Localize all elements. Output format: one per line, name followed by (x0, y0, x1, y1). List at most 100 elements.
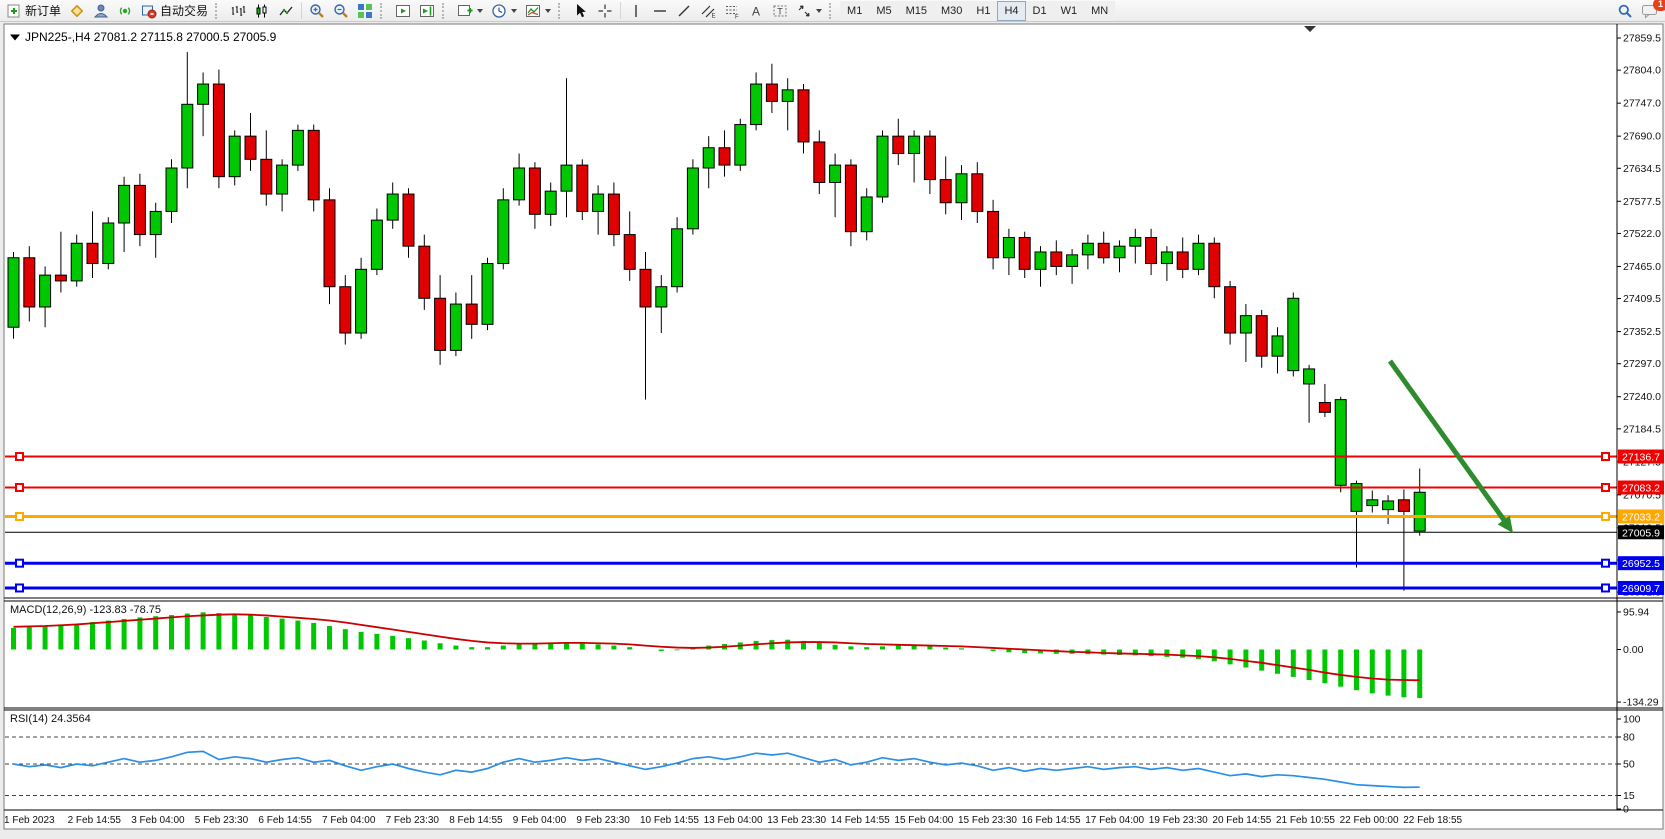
price-tick-label: 27859.5 (1623, 33, 1661, 45)
candle-body (939, 179, 952, 204)
price-tick-label: 27184.5 (1623, 423, 1661, 435)
line-handle[interactable] (1601, 452, 1610, 462)
line-handle[interactable] (15, 583, 24, 593)
crosshair-tool-button[interactable] (593, 1, 617, 21)
periods-button[interactable] (487, 1, 521, 21)
candle-body (702, 147, 715, 169)
timeframe-h1-button[interactable]: H1 (969, 0, 998, 21)
label-tool-button[interactable]: T (768, 1, 792, 21)
signal-icon (119, 6, 131, 15)
svg-text:A: A (752, 4, 760, 18)
price-tick-label: 27634.5 (1623, 163, 1661, 175)
signals-button[interactable] (113, 1, 137, 21)
bar-chart-mode-button[interactable] (226, 1, 250, 21)
new-order-icon (7, 4, 20, 17)
indicators-button[interactable] (521, 1, 555, 21)
macd-label: MACD(12,26,9) -123.83 -78.75 (10, 604, 161, 616)
arrow-head (1497, 515, 1513, 533)
timeframe-m30-button[interactable]: M30 (934, 0, 970, 21)
chat-button[interactable]: 1 (1637, 0, 1665, 21)
search-icon (1618, 4, 1632, 18)
market-watch-button[interactable] (65, 1, 89, 21)
line-handle[interactable] (15, 558, 24, 568)
price-label-badge (1618, 525, 1664, 540)
horizontal-line-object[interactable]: 27033.2 (5, 509, 1664, 523)
trend-arrow-annotation[interactable] (1387, 359, 1513, 533)
one-click-trading-dropdown-icon[interactable] (10, 34, 20, 41)
timeframe-w1-button[interactable]: W1 (1053, 0, 1085, 21)
candle-body (971, 173, 984, 212)
chart-shift-button[interactable] (415, 1, 439, 21)
timeframe-m15-button[interactable]: M15 (898, 0, 934, 21)
candle-body (386, 193, 399, 221)
candle-body (623, 234, 636, 270)
vertical-line-icon (635, 4, 637, 17)
zoom-out-button[interactable] (329, 1, 353, 21)
auto-trading-button[interactable]: 自动交易 (137, 1, 212, 21)
candle-body (1239, 315, 1252, 334)
candlestick-mode-button[interactable] (250, 1, 274, 21)
auto-scroll-icon (396, 4, 411, 17)
accounts-button[interactable] (89, 1, 113, 21)
cursor-tool-button[interactable] (569, 1, 593, 21)
toolbar-grip (829, 2, 835, 19)
new-chart-button[interactable] (453, 1, 487, 21)
price-label-badge (1618, 556, 1664, 571)
zoom-in-button[interactable] (305, 1, 329, 21)
line-handle[interactable] (15, 483, 24, 493)
timeframe-d1-button[interactable]: D1 (1025, 0, 1054, 21)
channel-tool-button[interactable]: E (696, 1, 720, 21)
vertical-line-tool-button[interactable] (624, 1, 648, 21)
line-handle[interactable] (15, 511, 24, 521)
horizontal-line-object[interactable]: 27083.2 (5, 480, 1664, 495)
candle-body (1350, 483, 1363, 512)
chevron-down-icon (816, 8, 823, 13)
candle-body (402, 193, 415, 247)
time-axis-label: 8 Feb 14:55 (449, 815, 503, 826)
line-handle[interactable] (1601, 483, 1610, 493)
horizontal-line-tool-button[interactable] (648, 1, 672, 21)
candle-body (465, 303, 478, 325)
candle-body (118, 184, 131, 224)
trendline-tool-button[interactable] (672, 1, 696, 21)
timeframe-mn-button[interactable]: MN (1084, 0, 1116, 21)
horizontal-line-object[interactable]: 27136.7 (5, 449, 1664, 464)
candle-body (781, 89, 794, 102)
fibonacci-icon: F (726, 5, 739, 19)
price-label-text: 27033.2 (1622, 511, 1660, 523)
line-handle[interactable] (15, 452, 24, 462)
line-handle[interactable] (1601, 558, 1610, 568)
candle-body (1366, 499, 1379, 507)
text-tool-button[interactable]: A (744, 1, 768, 21)
line-handle[interactable] (1601, 583, 1610, 593)
time-axis-label: 16 Feb 14:55 (1022, 815, 1081, 826)
fibonacci-tool-button[interactable]: F (720, 1, 744, 21)
timeframe-m1-button[interactable]: M1 (840, 0, 870, 21)
horizontal-line-object[interactable]: 26952.5 (5, 556, 1664, 571)
horizontal-line-object[interactable]: 27005.9 (5, 525, 1664, 540)
time-axis-label: 9 Feb 04:00 (513, 815, 567, 826)
auto-scroll-button[interactable] (391, 1, 415, 21)
tile-windows-button[interactable] (353, 1, 377, 21)
candle-body (449, 303, 462, 351)
arrows-tool-button[interactable] (792, 1, 826, 21)
horizontal-line-icon (654, 9, 667, 12)
horizontal-line-object[interactable]: 26909.7 (5, 580, 1664, 595)
line-handle[interactable] (1601, 511, 1610, 521)
candle-body (1334, 399, 1347, 486)
candle-body (307, 129, 320, 201)
line-chart-mode-button[interactable] (274, 1, 298, 21)
rsi-axis-label: 15 (1623, 790, 1635, 802)
chart-area[interactable]: 27859.5 27804.0 27747.0 27690.0 27634.5 27577… (0, 22, 1665, 839)
search-button[interactable] (1613, 1, 1637, 21)
new-order-button[interactable]: 新订单 (2, 1, 65, 21)
price-label-text: 27136.7 (1622, 452, 1660, 464)
timeframe-h4-button[interactable]: H4 (997, 0, 1026, 21)
time-axis-label: 22 Feb 00:00 (1340, 815, 1399, 826)
timeframe-m5-button[interactable]: M5 (869, 0, 899, 21)
chart-shift-marker[interactable] (1304, 26, 1316, 32)
toolbar-grip (380, 2, 386, 19)
arrow-shaft[interactable] (1387, 359, 1507, 522)
price-label-badge (1618, 509, 1664, 524)
